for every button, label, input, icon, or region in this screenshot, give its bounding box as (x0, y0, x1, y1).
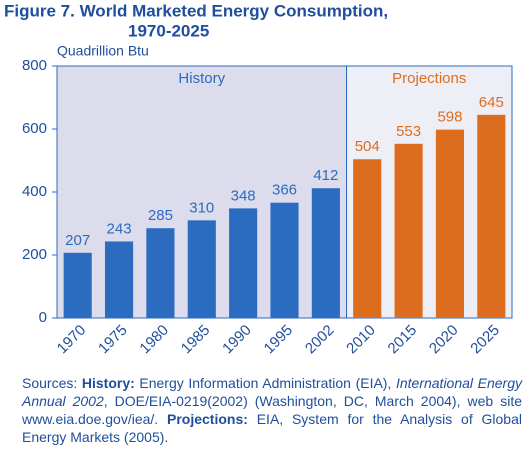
y-tick-label: 600 (22, 120, 47, 137)
sources-text: Sources: (22, 375, 82, 391)
y-tick-label: 0 (39, 309, 47, 326)
sources-text: EIA, System for the Analysis of Global E… (22, 411, 522, 445)
bar (187, 220, 216, 318)
value-label: 366 (272, 182, 297, 199)
x-tick-label: 2025 (467, 322, 503, 358)
y-tick-label: 200 (22, 246, 47, 263)
x-tick-label: 2015 (385, 322, 421, 358)
x-tick-label: 1985 (178, 322, 214, 358)
value-label: 310 (189, 199, 214, 216)
x-tick-label: 2002 (302, 322, 338, 358)
bar (63, 252, 92, 318)
value-label: 207 (65, 232, 90, 249)
bar (435, 129, 465, 318)
bar (311, 188, 340, 318)
x-tick-label: 1995 (261, 322, 297, 358)
sources-text: Projections: (167, 411, 248, 427)
value-label: 348 (231, 187, 256, 204)
x-tick-label: 1970 (54, 322, 90, 358)
value-label: 285 (148, 207, 173, 224)
bar (477, 114, 506, 318)
bar (146, 228, 175, 318)
bar (229, 208, 258, 318)
value-label: 504 (355, 138, 380, 155)
value-label: 243 (107, 220, 132, 237)
bar (394, 143, 423, 318)
sources-text: History: (81, 375, 135, 391)
value-label: 553 (396, 123, 421, 140)
sources-text: Energy Information Administration (EIA), (134, 375, 396, 391)
sources-text: , DOE/EIA-0219(2002) (Washington, DC, Ma… (22, 393, 522, 427)
x-tick-label: 2020 (426, 322, 462, 358)
bar (270, 202, 299, 318)
sources: Sources: History: Energy Information Adm… (22, 374, 522, 446)
y-tick-label: 800 (22, 57, 47, 74)
chart-title: Figure 7. World Marketed Energy Consumpt… (4, 1, 388, 20)
chart-title: 1970-2025 (128, 21, 209, 40)
region-label: Projections (392, 70, 466, 87)
x-tick-label: 1975 (95, 322, 131, 358)
chart: Figure 7. World Marketed Energy Consumpt… (4, 1, 513, 358)
y-axis-label: Quadrillion Btu (57, 43, 149, 59)
bar (353, 159, 382, 318)
y-tick-label: 400 (22, 183, 47, 200)
sources-text: International Energy Annual 2002 (22, 375, 522, 409)
x-tick-label: 2010 (343, 322, 379, 358)
x-tick-label: 1980 (136, 322, 172, 358)
bar (104, 241, 134, 318)
value-label: 598 (437, 109, 462, 126)
x-tick-label: 1990 (219, 322, 255, 358)
value-label: 645 (479, 94, 504, 111)
region-label: History (178, 70, 225, 87)
value-label: 412 (313, 167, 338, 184)
